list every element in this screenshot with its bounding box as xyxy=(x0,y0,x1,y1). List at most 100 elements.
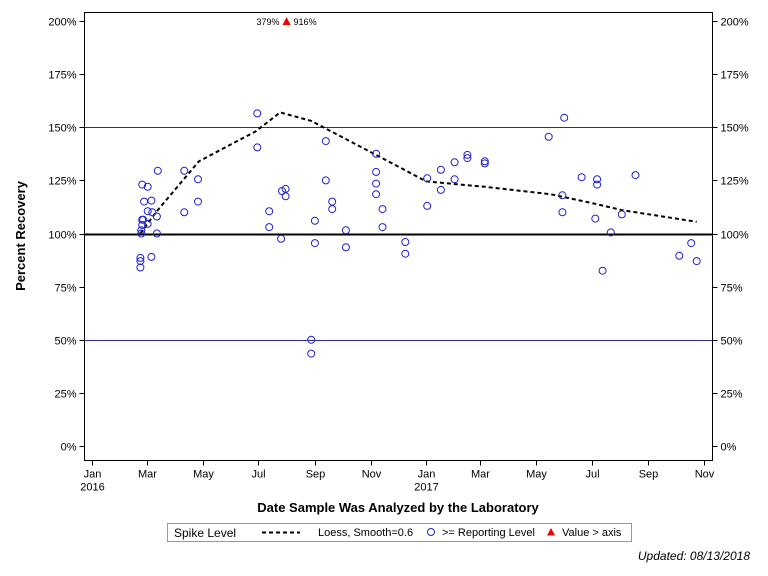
data-point xyxy=(450,175,459,184)
x-tick-label: Jan xyxy=(418,469,436,481)
x-tick-label: May xyxy=(193,469,214,481)
x-tick-label: Jul xyxy=(251,469,265,481)
data-point xyxy=(423,201,432,210)
data-point xyxy=(148,208,157,217)
data-point xyxy=(631,171,640,180)
loess-series xyxy=(139,111,697,235)
data-point xyxy=(265,207,274,216)
outlier-label: 916% xyxy=(294,17,317,27)
data-point xyxy=(138,180,147,189)
value-above-axis-series: 379% 916% xyxy=(257,17,317,27)
y-tick-label-right: 100% xyxy=(721,230,749,242)
data-point xyxy=(143,207,152,216)
outlier-label: 379% xyxy=(257,17,280,27)
data-point xyxy=(152,212,161,221)
data-point xyxy=(143,219,152,228)
data-point xyxy=(436,185,445,194)
loess-line xyxy=(139,111,697,235)
y-tick-label-left: 100% xyxy=(48,230,76,242)
y-tick-label-right: 150% xyxy=(721,123,749,135)
x-tick-year-label: 2016 xyxy=(80,482,104,494)
data-point xyxy=(321,137,330,146)
x-axis-title: Date Sample Was Analyzed by the Laborato… xyxy=(257,500,539,515)
data-point xyxy=(560,113,569,122)
y-tick-label-right: 75% xyxy=(721,283,743,295)
data-point xyxy=(372,190,381,199)
y-tick-label-right: 125% xyxy=(721,176,749,188)
y-axis-left: 0% 25% 50% 75% 100% 125% 150% 175% 200% xyxy=(48,17,85,454)
y-tick-label-right: 50% xyxy=(721,336,743,348)
data-point xyxy=(143,182,152,191)
data-point xyxy=(372,167,381,176)
data-point xyxy=(152,229,161,238)
x-tick-label: Nov xyxy=(695,469,715,481)
x-tick-year-label: 2017 xyxy=(414,482,438,494)
data-point xyxy=(558,208,567,217)
data-point xyxy=(180,208,189,217)
data-point xyxy=(253,109,262,118)
data-point xyxy=(136,257,145,266)
data-point xyxy=(194,175,202,184)
data-point xyxy=(692,257,701,266)
y-tick-label-left: 25% xyxy=(54,389,76,401)
data-point xyxy=(401,249,410,258)
legend-triangle-symbol xyxy=(547,528,555,536)
data-point xyxy=(423,174,432,183)
y-tick-label-right: 0% xyxy=(721,442,737,454)
data-point xyxy=(153,166,162,175)
data-point xyxy=(378,223,387,232)
y-tick-label-right: 175% xyxy=(721,70,749,82)
legend-circle-symbol xyxy=(427,528,435,536)
data-point xyxy=(480,159,489,168)
data-point xyxy=(310,239,319,248)
data-point xyxy=(139,215,148,224)
data-point xyxy=(137,229,146,238)
data-point xyxy=(687,239,696,248)
value-above-axis-marker xyxy=(282,17,291,25)
data-point xyxy=(341,226,350,235)
data-point xyxy=(307,335,316,344)
data-point xyxy=(372,149,381,158)
data-point xyxy=(558,191,567,200)
data-point xyxy=(577,173,586,182)
x-tick-label: Jan xyxy=(84,469,102,481)
y-axis-title: Percent Recovery xyxy=(13,180,28,291)
data-point xyxy=(463,150,472,159)
data-point xyxy=(137,226,146,235)
data-point xyxy=(675,251,684,260)
y-tick-label-right: 200% xyxy=(721,17,749,29)
data-point xyxy=(606,228,615,237)
data-point xyxy=(277,234,286,243)
y-tick-label-left: 125% xyxy=(48,176,76,188)
legend-title: Spike Level xyxy=(174,526,236,540)
reporting-level-series xyxy=(136,109,701,358)
data-point xyxy=(194,197,202,206)
x-tick-label: Jul xyxy=(585,469,599,481)
legend-triangle-label: Value > axis xyxy=(562,527,622,539)
y-tick-label-left: 50% xyxy=(54,336,76,348)
data-point xyxy=(341,243,350,252)
y-axis-right: 0% 25% 50% 75% 100% 125% 150% 175% 200% xyxy=(712,17,749,454)
x-tick-label: May xyxy=(526,469,547,481)
data-point xyxy=(480,157,489,166)
x-tick-label: Nov xyxy=(362,469,382,481)
data-point xyxy=(591,214,600,223)
data-point xyxy=(617,210,626,219)
data-point xyxy=(328,205,337,214)
y-tick-label-left: 75% xyxy=(54,283,76,295)
legend-box xyxy=(167,523,632,542)
data-point xyxy=(544,132,553,141)
data-point xyxy=(281,192,290,201)
data-point xyxy=(310,216,319,225)
plot-frame xyxy=(84,12,713,461)
x-tick-label: Mar xyxy=(138,469,157,481)
data-point xyxy=(593,175,602,184)
data-point xyxy=(436,165,445,174)
data-point xyxy=(265,223,274,232)
y-tick-label-left: 0% xyxy=(61,442,77,454)
x-tick-label: Sep xyxy=(639,469,659,481)
data-point xyxy=(463,154,472,163)
data-point xyxy=(136,263,145,272)
